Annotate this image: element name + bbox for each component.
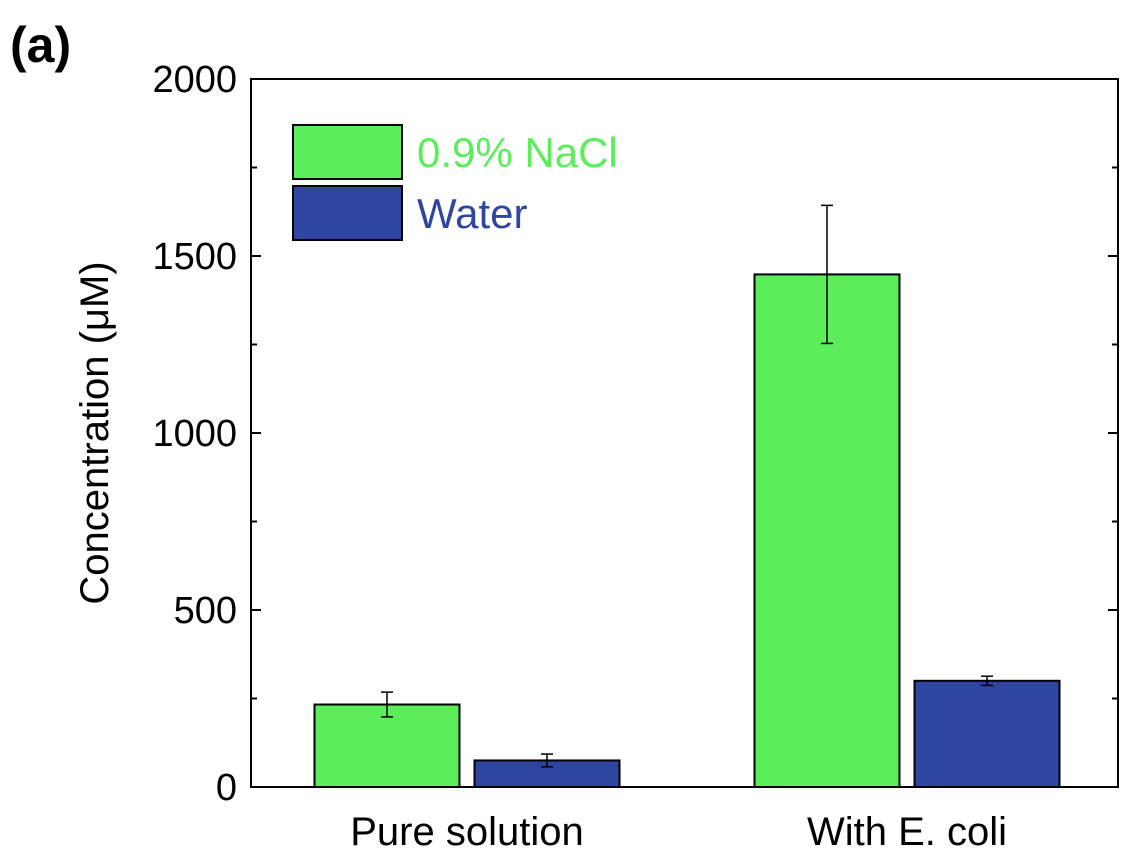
y-tick-label: 2000: [152, 59, 237, 101]
legend-swatch-water: [292, 185, 403, 241]
bar-nacl: [753, 273, 901, 788]
legend: 0.9% NaCl Water: [292, 124, 618, 241]
legend-label-water: Water: [417, 190, 527, 237]
bar-water: [913, 679, 1061, 788]
y-tick-label: 500: [174, 590, 237, 632]
x-tick-label: Pure solution: [350, 810, 583, 854]
y-axis-label: Concentration (μM): [73, 261, 117, 604]
legend-swatch-nacl: [292, 124, 403, 180]
bar-nacl: [313, 703, 461, 789]
y-axis-ticks: 0 500 1000 1500 2000: [152, 59, 1118, 809]
y-tick-label: 1000: [152, 413, 237, 455]
bars: [313, 273, 1061, 789]
x-tick-label: With E. coli: [807, 810, 1007, 854]
plot-frame: [250, 78, 1119, 788]
y-tick-label: 0: [216, 767, 237, 809]
error-bars: [381, 204, 993, 768]
x-axis-tick-labels: Pure solution With E. coli: [350, 810, 1007, 854]
y-tick-label: 1500: [152, 236, 237, 278]
legend-label-nacl: 0.9% NaCl: [417, 129, 618, 176]
panel-label: (a): [10, 17, 71, 73]
